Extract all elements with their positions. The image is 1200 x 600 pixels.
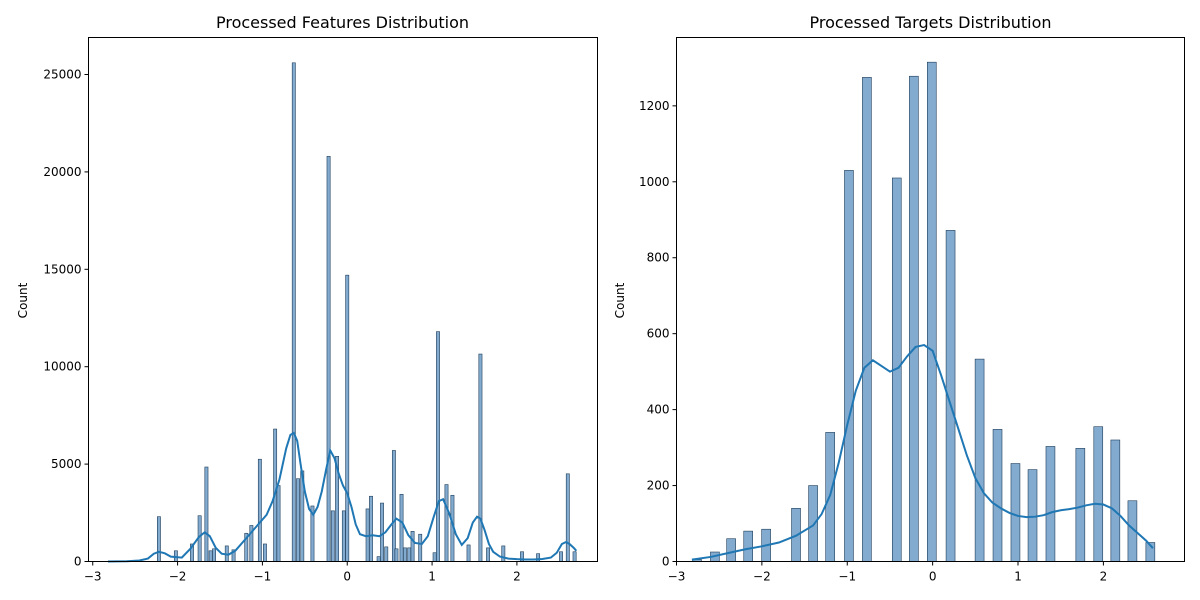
- targets-y-tick-label: 200: [647, 479, 670, 493]
- targets-bar-2: [726, 538, 736, 562]
- targets-bar-21: [1110, 439, 1121, 562]
- features-y-tick-label: 5000: [51, 457, 82, 471]
- features-bar-48: [572, 551, 577, 562]
- targets-bar-11: [909, 75, 919, 562]
- features-bar-19: [326, 156, 331, 562]
- targets-x-tick-label: −3: [668, 570, 686, 584]
- features-bar-25: [369, 495, 373, 562]
- targets-bar-17: [1027, 469, 1038, 562]
- features-bar-22: [341, 510, 346, 562]
- features-bar-11: [257, 458, 262, 562]
- features-bar-15: [291, 62, 296, 562]
- features-bar-4: [204, 466, 209, 562]
- targets-bar-16: [1010, 463, 1021, 562]
- features-x-tick-label: 2: [513, 570, 521, 584]
- features-bar-40: [466, 544, 471, 562]
- targets-bar-8: [844, 170, 854, 562]
- features-bar-5: [208, 550, 213, 562]
- targets-bar-20: [1093, 426, 1104, 562]
- features-bar-14: [276, 485, 281, 562]
- features-bar-26: [376, 556, 381, 562]
- features-x-ticks: −3 −2 −1 0 1 2: [84, 561, 521, 584]
- features-bar-27: [380, 502, 384, 562]
- features-bar-38: [444, 484, 449, 562]
- targets-y-ticks: 0 200 400 600 800 1000 1200: [639, 99, 677, 569]
- targets-chart-title: Processed Targets Distribution: [809, 13, 1051, 32]
- features-bar-34: [410, 531, 415, 562]
- targets-x-tick-label: 1: [1014, 570, 1022, 584]
- features-x-tick-label: −2: [169, 570, 187, 584]
- targets-y-tick-label: 0: [662, 555, 670, 569]
- targets-bar-3: [743, 530, 753, 562]
- targets-x-tick-label: −2: [753, 570, 771, 584]
- features-kde-curve: [107, 431, 578, 563]
- targets-y-tick-label: 400: [647, 403, 670, 417]
- targets-bar-14: [974, 358, 985, 562]
- targets-y-axis-label: Count: [613, 282, 627, 318]
- targets-y-tick-label: 800: [647, 251, 670, 265]
- targets-x-tick-label: 2: [1100, 570, 1108, 584]
- features-bar-12: [263, 543, 267, 562]
- features-bar-42: [486, 547, 490, 562]
- features-y-ticks: 0 5000 10000 15000 20000 25000: [43, 68, 89, 569]
- features-bar-23: [345, 274, 350, 562]
- targets-kde-curve: [691, 344, 1154, 561]
- features-x-tick-label: −3: [84, 570, 102, 584]
- features-y-tick-label: 25000: [43, 68, 81, 82]
- targets-bar-19: [1075, 448, 1086, 562]
- features-bar-43: [501, 545, 506, 562]
- features-y-tick-label: 20000: [43, 165, 81, 179]
- targets-x-tick-label: 0: [929, 570, 937, 584]
- features-x-tick-label: −1: [254, 570, 272, 584]
- features-bar-29: [391, 450, 396, 562]
- targets-x-tick-label: −1: [838, 570, 856, 584]
- features-bar-35: [418, 533, 423, 562]
- features-y-axis-label: Count: [16, 282, 30, 318]
- features-bar-47: [565, 473, 570, 562]
- features-bar-0: [157, 516, 161, 562]
- features-bar-20: [330, 510, 335, 562]
- features-bar-33: [407, 547, 412, 562]
- features-y-tick-label: 15000: [43, 262, 81, 276]
- features-bar-36: [432, 552, 437, 562]
- features-bar-41: [478, 353, 483, 562]
- targets-bar-15: [992, 429, 1003, 562]
- targets-bar-18: [1045, 446, 1056, 562]
- targets-bar-12: [926, 61, 937, 562]
- targets-bar-6: [808, 485, 818, 562]
- targets-y-tick-label: 1000: [639, 175, 670, 189]
- targets-y-tick-label: 600: [647, 327, 670, 341]
- features-bar-31: [399, 493, 404, 562]
- features-histogram-panel: Processed Features Distribution Count −3…: [16, 13, 598, 584]
- features-chart-title: Processed Features Distribution: [216, 13, 469, 32]
- features-plot-frame: [88, 37, 598, 562]
- targets-bar-9: [862, 77, 872, 562]
- features-bar-28: [384, 546, 389, 562]
- features-bar-32: [403, 547, 407, 562]
- features-bar-46: [559, 551, 563, 562]
- targets-x-ticks: −3 −2 −1 0 1 2: [668, 561, 1108, 584]
- features-bar-16: [296, 478, 300, 562]
- features-x-tick-label: 0: [343, 570, 351, 584]
- features-x-tick-label: 1: [428, 570, 436, 584]
- targets-y-tick-label: 1200: [639, 99, 670, 113]
- targets-plot-frame: [676, 37, 1185, 562]
- features-bar-30: [394, 548, 399, 562]
- features-bar-37: [436, 331, 440, 562]
- features-y-tick-label: 10000: [43, 360, 81, 374]
- features-y-tick-label: 0: [74, 555, 82, 569]
- features-bar-6: [212, 548, 216, 562]
- targets-histogram-panel: Processed Targets Distribution Count −3−…: [613, 13, 1185, 584]
